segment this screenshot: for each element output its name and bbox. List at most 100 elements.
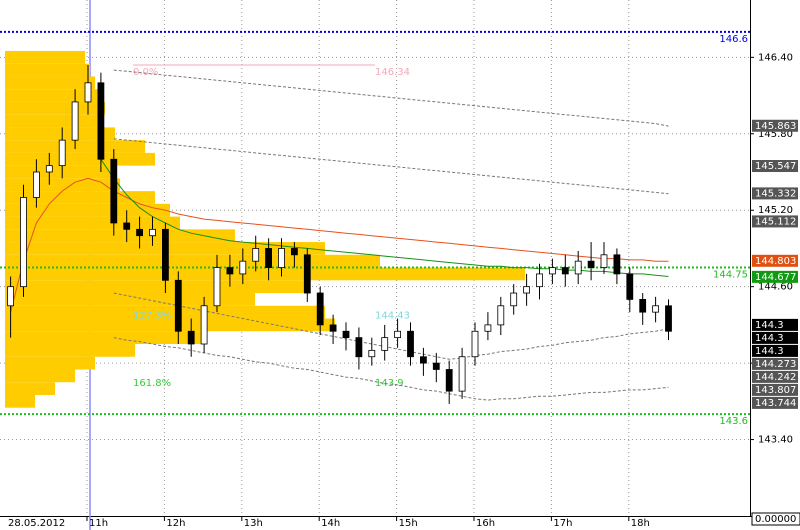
band-line [113, 69, 669, 127]
candle-body [278, 248, 285, 268]
candle-body [316, 292, 324, 326]
price-tag [752, 270, 798, 283]
x-tick-label: 12h [166, 518, 185, 529]
volume-profile-bar [5, 63, 90, 77]
volume-profile-bar [5, 165, 115, 179]
candle-body [665, 305, 672, 332]
volume-profile-bar [5, 382, 55, 395]
y-tick-label: 143.40 [758, 435, 793, 446]
price-tag-label: 144.3 [755, 333, 784, 344]
candle-body [303, 254, 311, 294]
y-tick-label: 146.40 [758, 52, 793, 63]
price-tag-label: 144.273 [755, 359, 796, 370]
price-tag [752, 187, 798, 200]
volume-profile-bar [5, 178, 120, 192]
candle-body [20, 197, 27, 288]
price-tag [752, 357, 798, 370]
candle-body [71, 101, 79, 141]
candle-body [613, 254, 621, 275]
price-tag-label: 144.3 [755, 320, 784, 331]
candle-body [290, 248, 298, 256]
candle-body [213, 267, 221, 307]
candle-body [368, 349, 376, 358]
price-tag-label: 143.744 [755, 398, 796, 409]
volume-profile-bar [5, 254, 380, 268]
level-label: 146.6 [719, 34, 748, 45]
price-tag-label: 145.863 [755, 121, 796, 132]
price-tag [752, 318, 798, 331]
volume-profile-bar [5, 229, 235, 243]
volume-profile-bar [5, 216, 180, 230]
volume-profile-bar [5, 152, 155, 166]
level-label: 144.75 [713, 270, 748, 281]
candle-body [252, 248, 260, 262]
volume-profile-bar [5, 305, 325, 319]
candle-body [200, 305, 208, 345]
x-tick-label: 17h [553, 518, 572, 529]
y-tick-label: 145.80 [758, 129, 793, 140]
candle-body [149, 228, 156, 237]
y-tick-label: 145.20 [758, 205, 793, 216]
volume-profile-bar [5, 50, 85, 64]
candle-body [265, 248, 273, 268]
price-tag [752, 160, 798, 173]
candle-body [84, 82, 92, 103]
volume-profile-bar [5, 101, 105, 115]
price-tag [752, 331, 798, 344]
price-tag [752, 344, 798, 357]
candle-body [407, 330, 414, 358]
price-tag [752, 383, 798, 396]
fib-level-label: 127.3% [133, 310, 171, 321]
volume-profile-bar [5, 203, 170, 217]
volume-profile-bar [5, 76, 95, 90]
date-label: 28.05.2012 [8, 518, 65, 529]
candle-body [355, 337, 363, 358]
band-line [113, 138, 669, 195]
fib-level-label: 0.0% [133, 67, 158, 78]
x-tick-label: 14h [321, 518, 340, 529]
candle-body [587, 260, 595, 268]
candle-body [445, 369, 453, 392]
candle-body [458, 356, 466, 392]
candle-body [574, 260, 582, 275]
price-tag-label: 144.803 [755, 256, 796, 267]
x-tick-label: 11h [89, 518, 108, 529]
candle-body [510, 292, 518, 307]
price-tag-label: 145.547 [755, 161, 796, 172]
indicator-line [10, 177, 669, 313]
volume-profile-bar [5, 293, 255, 306]
price-tag-label: 143.807 [755, 385, 796, 396]
price-tag-label: 144.3 [755, 346, 784, 357]
volume-profile-bar [5, 191, 155, 204]
candle-body [523, 286, 530, 294]
volume-profile-bar [5, 356, 95, 370]
candle-body [161, 228, 169, 281]
price-tag-label: 144.242 [755, 372, 796, 383]
candle-body [58, 139, 66, 167]
candle-body [329, 324, 337, 332]
level-label: 143.6 [719, 416, 748, 427]
x-tick-label: 18h [631, 518, 650, 529]
candle-body [626, 273, 634, 300]
candle-body [561, 267, 569, 275]
price-tag [752, 370, 798, 383]
price-tag [752, 215, 798, 228]
fib-level-label: 161.8% [133, 378, 171, 389]
candle-body [136, 228, 144, 237]
x-tick-label: 15h [399, 518, 418, 529]
candle-body [549, 267, 556, 275]
candle-body [7, 286, 14, 307]
bottom-tag-label: 0.00000 [755, 514, 796, 525]
x-tick-label: 13h [244, 518, 263, 529]
fib-price-label: 143.9 [375, 378, 404, 389]
candle-body [239, 260, 247, 275]
candle-body [471, 330, 479, 358]
band-line [113, 337, 669, 401]
price-tag [752, 396, 798, 409]
candle-body [187, 330, 195, 345]
candle-body [110, 158, 118, 224]
candle-body [174, 279, 182, 332]
price-tag [752, 254, 798, 267]
fib-price-label: 144.43 [375, 310, 410, 321]
